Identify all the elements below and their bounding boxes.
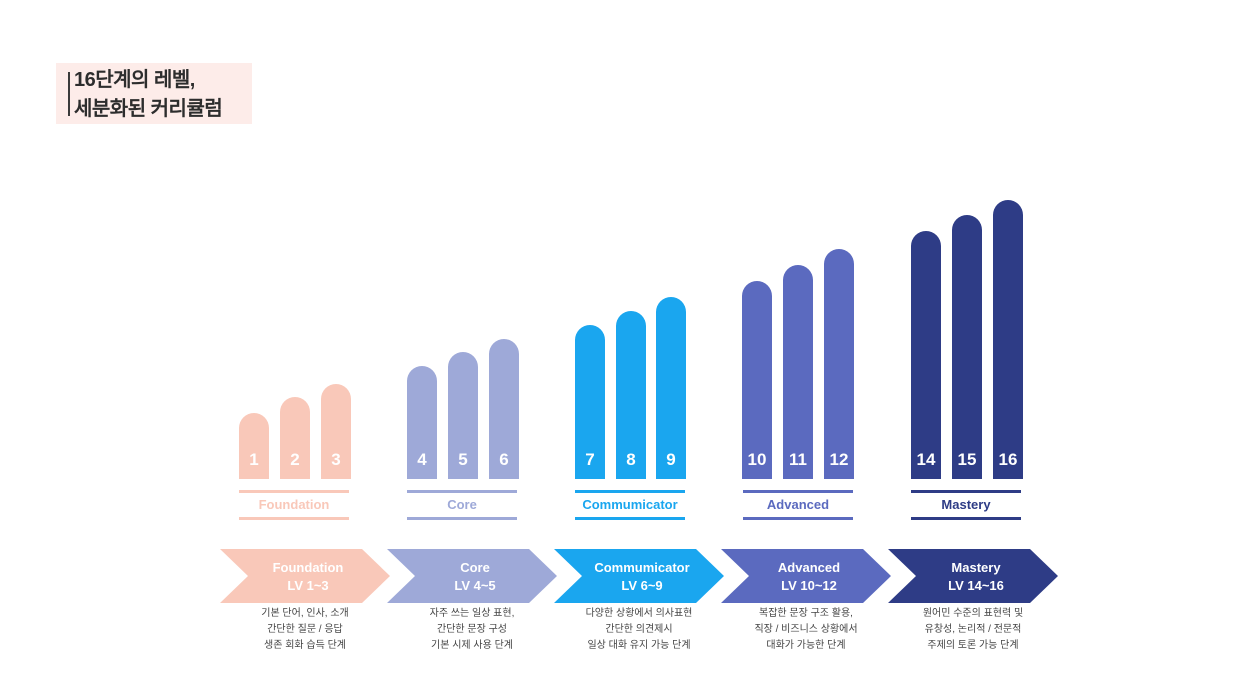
tier-chevron-arrow [220, 549, 390, 603]
level-number: 2 [290, 450, 300, 469]
tier-chevron-arrow [721, 549, 891, 603]
tier-line-bottom [911, 517, 1021, 520]
tier-description-line: 간단한 문장 구성 [437, 624, 507, 635]
tier-chevron-name: Commumicator [594, 560, 690, 575]
level-bar [575, 325, 605, 479]
chevron-shape [554, 549, 724, 603]
tier-chevron-text: Mastery LV 14~16 [891, 559, 1061, 595]
level-bar [239, 413, 269, 479]
tier-description-line: 대화가 가능한 단계 [766, 640, 846, 651]
level-bar [742, 281, 772, 479]
level-number: 5 [458, 450, 468, 469]
level-bar [656, 297, 686, 479]
tier-line-top [911, 490, 1021, 493]
tier-description-line: 유창성, 논리적 / 전문적 [924, 624, 1022, 635]
tier-line-top [575, 490, 685, 493]
tier-line-top [407, 490, 517, 493]
tier-label: Core [447, 497, 477, 512]
level-number: 4 [417, 450, 427, 469]
level-bar [407, 366, 437, 479]
tier-label: Foundation [258, 497, 330, 512]
level-bar [824, 249, 854, 479]
tier-line-bottom [743, 517, 853, 520]
level-bar [616, 311, 646, 479]
tier-line-bottom [407, 517, 517, 520]
level-number: 7 [585, 450, 595, 469]
tier-line-bottom [575, 517, 685, 520]
chevron-shape [387, 549, 557, 603]
level-bar [280, 397, 310, 479]
tier-description-line: 자주 쓰는 일상 표현, [429, 608, 515, 619]
level-number: 12 [829, 450, 849, 469]
tier-description-line: 복잡한 문장 구조 활용, [759, 608, 853, 619]
tier-chevron-text: Commumicator LV 6~9 [557, 559, 727, 595]
tier-description-line: 기본 시제 사용 단계 [431, 640, 513, 651]
tier-description-line: 다양한 상황에서 의사표현 [585, 608, 693, 619]
tier-line-top [743, 490, 853, 493]
tier-chevron-arrow [387, 549, 557, 603]
tier-chevron-name: Core [460, 560, 490, 575]
tier-description-line: 주제의 토론 가능 단계 [927, 640, 1019, 651]
tier-level-range: LV 1~3 [287, 578, 329, 593]
level-bar [911, 231, 941, 479]
tier-description-line: 일상 대화 유지 가능 단계 [587, 640, 691, 651]
level-number: 8 [626, 450, 636, 469]
level-number: 9 [666, 450, 676, 469]
level-number: 3 [331, 450, 341, 469]
level-bar [993, 200, 1023, 479]
tier-level-range: LV 14~16 [948, 578, 1004, 593]
tier-level-range: LV 6~9 [621, 578, 663, 593]
level-number: 15 [957, 450, 977, 469]
tier-chevron-text: Core LV 4~5 [390, 559, 560, 595]
tier-chevron-arrow [888, 549, 1058, 603]
tier-description-line: 직장 / 비즈니스 상황에서 [754, 624, 858, 635]
title-accent-bar [68, 72, 70, 116]
tier-level-range: LV 10~12 [781, 578, 837, 593]
tier-chevron-name: Mastery [951, 560, 1001, 575]
level-number: 16 [998, 450, 1018, 469]
tier-chevron-text: Advanced LV 10~12 [724, 559, 894, 595]
tier-description-line: 간단한 질문 / 응답 [267, 624, 343, 635]
level-bar [489, 339, 519, 479]
tier-chevron-name: Advanced [777, 560, 841, 575]
tier-label: Commumicator [582, 497, 678, 512]
tier-label: Mastery [941, 497, 991, 512]
level-number: 14 [916, 450, 936, 469]
tier-chevron-arrow [554, 549, 724, 603]
level-bar [952, 215, 982, 479]
chevron-shape [220, 549, 390, 603]
tier-line-top [239, 490, 349, 493]
level-number: 1 [249, 450, 259, 469]
level-bar [448, 352, 478, 479]
tier-description-line: 생존 회화 습득 단계 [264, 640, 346, 651]
tier-description-line: 간단한 의견제시 [605, 624, 673, 635]
level-number: 11 [789, 450, 807, 469]
tier-description-line: 기본 단어, 인사, 소개 [261, 608, 349, 619]
tier-chevron-name: Foundation [272, 560, 344, 575]
title-line-1: 16단계의 레벨, [74, 69, 195, 91]
chevron-shape [888, 549, 1058, 603]
chevron-shape [721, 549, 891, 603]
level-bar [783, 265, 813, 479]
tier-line-bottom [239, 517, 349, 520]
tier-chevron-text: Foundation LV 1~3 [223, 559, 393, 595]
tier-level-range: LV 4~5 [454, 578, 496, 593]
level-number: 10 [747, 450, 767, 469]
title-line-2: 세분화된 커리큘럼 [74, 98, 223, 120]
level-number: 6 [499, 450, 509, 469]
tier-description-line: 원어민 수준의 표현력 및 [922, 608, 1024, 619]
tier-label: Advanced [766, 497, 830, 512]
page-title: 16단계의 레벨, 세분화된 커리큘럼 [74, 66, 223, 124]
level-bar [321, 384, 351, 479]
title-box [56, 63, 252, 124]
